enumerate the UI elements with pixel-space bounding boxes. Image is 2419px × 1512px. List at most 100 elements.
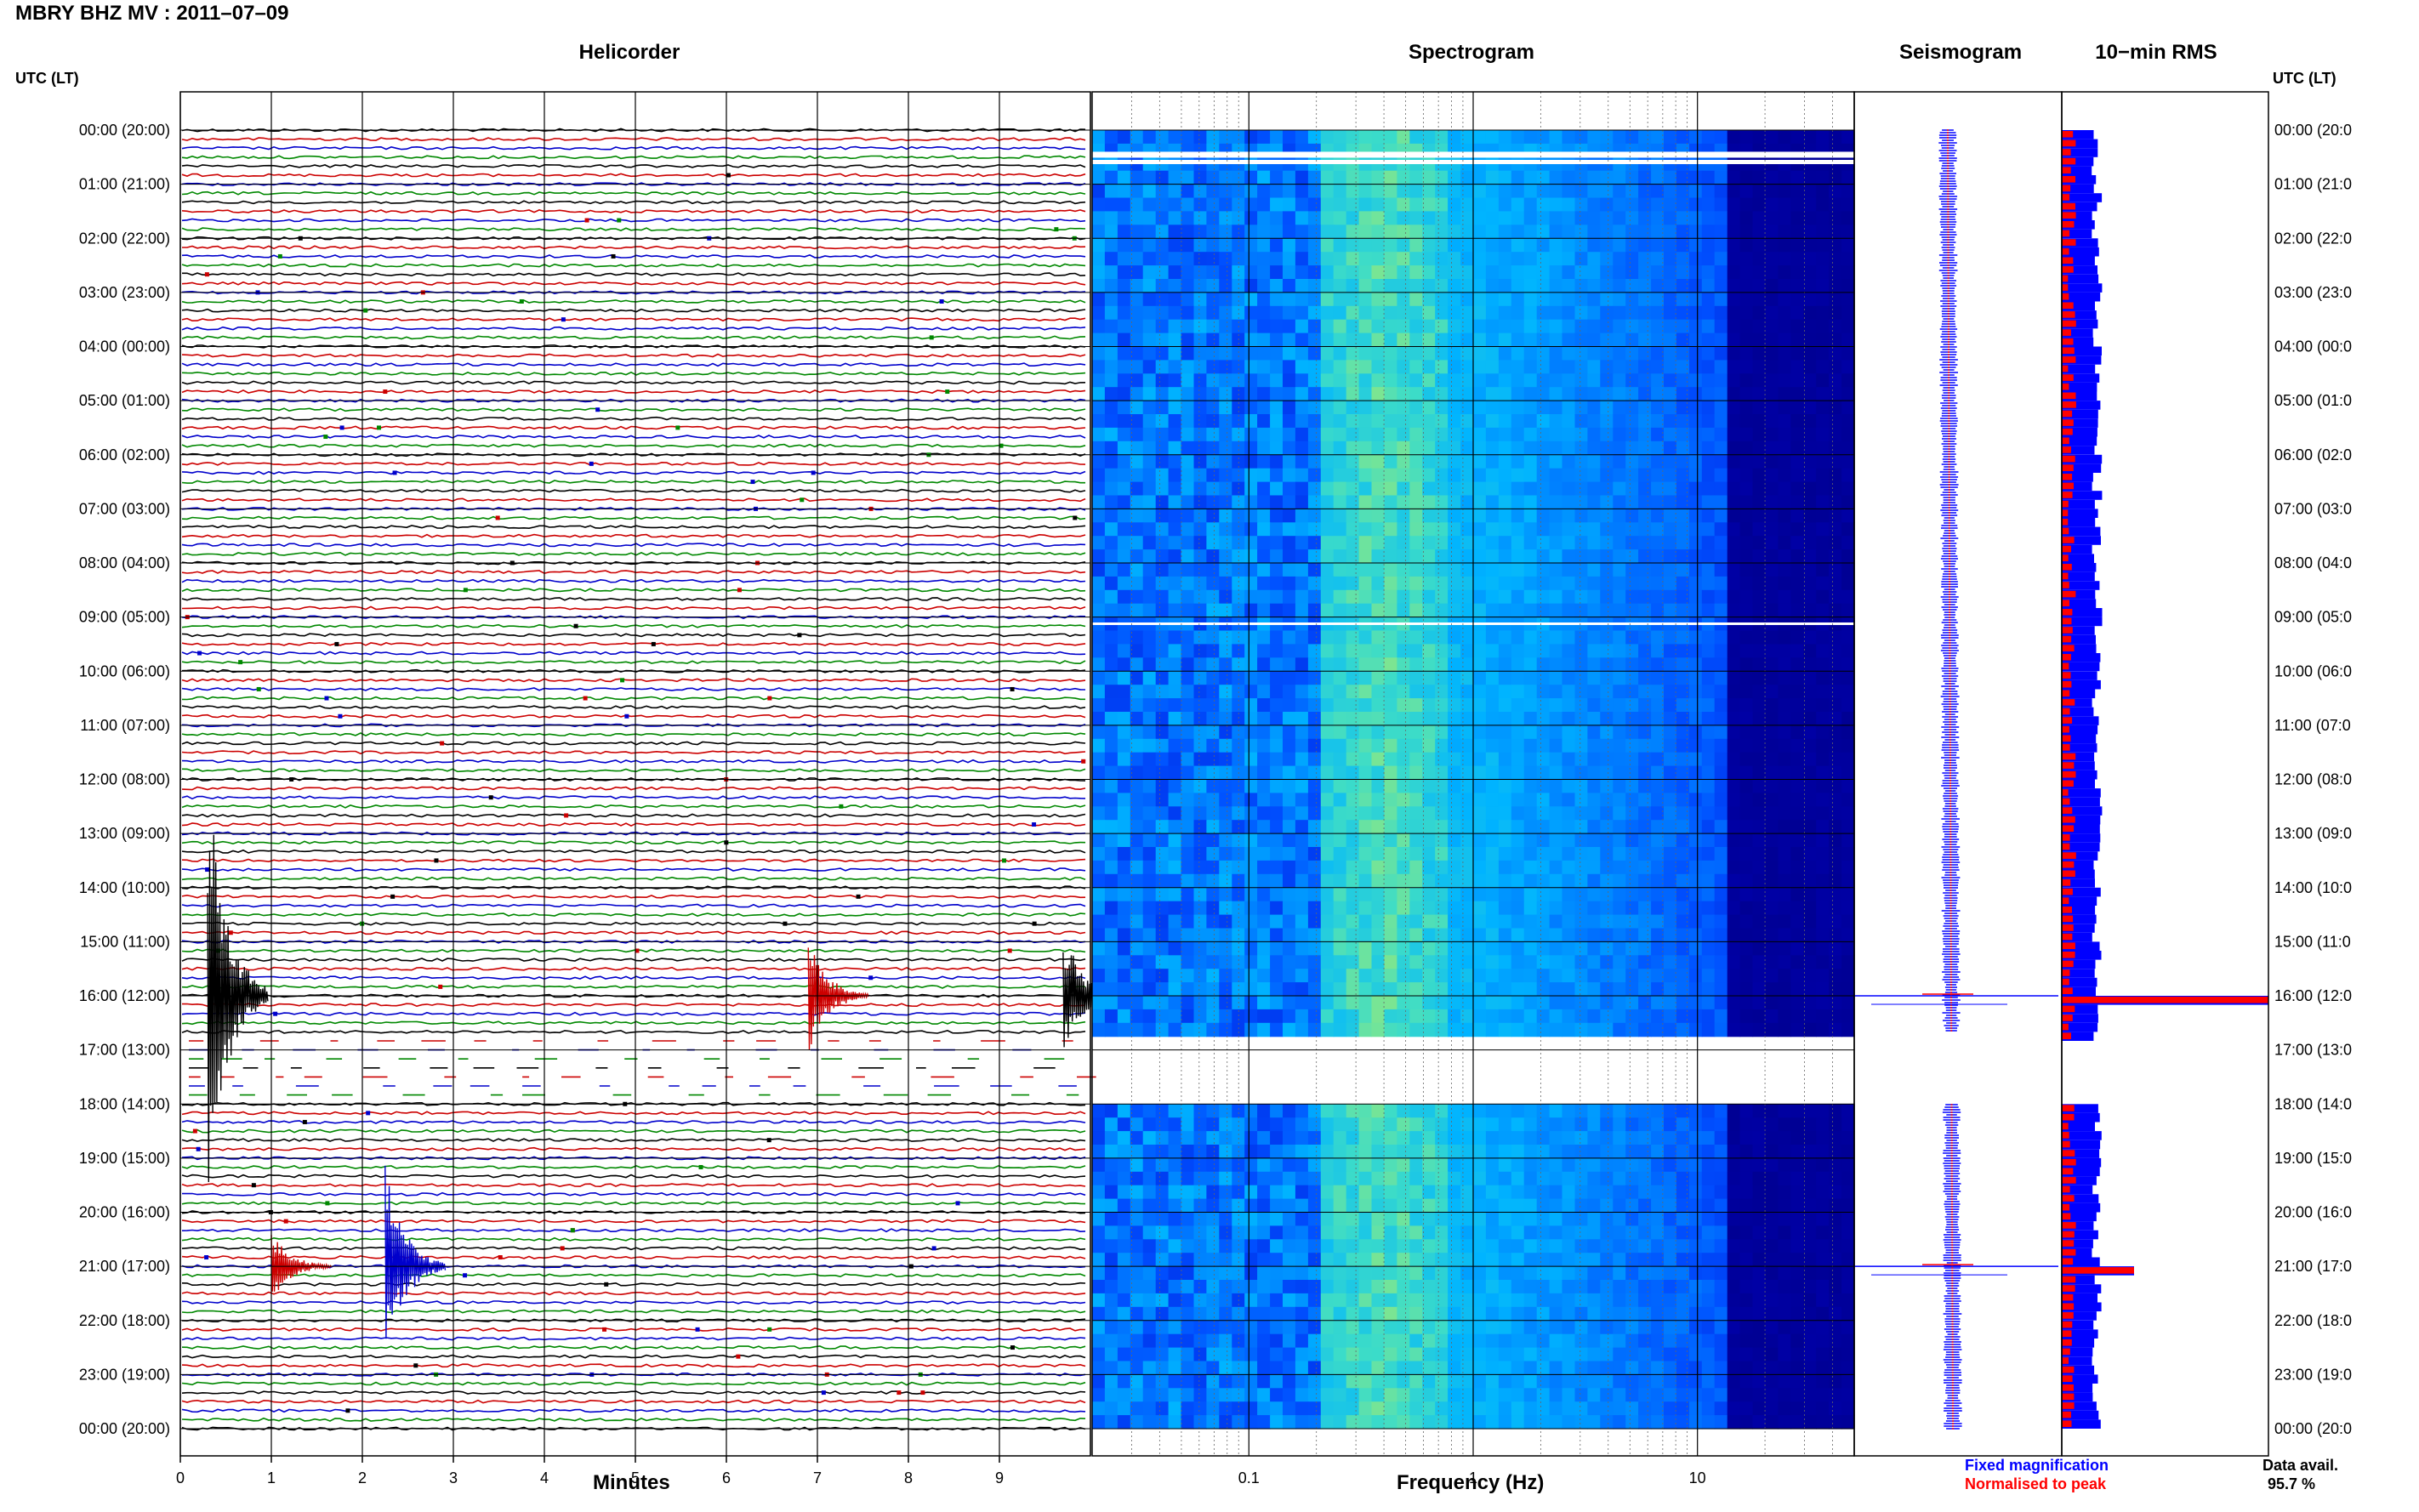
spectrogram-cell <box>1473 305 1487 321</box>
spectrogram-cell <box>1714 495 1728 509</box>
spectrogram-cell <box>1142 427 1157 442</box>
spectrogram-cell <box>1244 225 1258 239</box>
spectrogram-cell <box>1397 454 1410 469</box>
spectrogram-cell <box>1727 549 1741 564</box>
spectrogram-cell <box>1460 576 1474 591</box>
spectrogram-cell <box>1778 279 1791 293</box>
spectrogram-cell <box>1117 752 1131 767</box>
spectrogram-cell <box>1778 211 1791 225</box>
spectrogram-cell <box>1574 427 1588 442</box>
spectrogram-cell <box>1168 279 1182 293</box>
spectrogram-cell <box>1600 738 1614 753</box>
spectrogram-cell <box>1307 806 1322 821</box>
spectrogram-cell <box>1460 603 1474 618</box>
spectrogram-cell <box>1244 779 1258 793</box>
spectrogram-cell <box>1283 265 1296 280</box>
spectrogram-cell <box>1473 1009 1487 1024</box>
spectrogram-cell <box>1625 928 1639 942</box>
spectrogram-cell <box>1511 1225 1525 1240</box>
spectrogram-cell <box>1257 630 1271 645</box>
spectrogram-cell <box>1206 873 1220 889</box>
spectrogram-cell <box>1219 644 1232 658</box>
spectrogram-cell <box>1384 1009 1397 1024</box>
spectrogram-cell <box>1701 481 1716 497</box>
spectrogram-cell <box>1371 1145 1385 1159</box>
spectrogram-cell <box>1283 1198 1296 1214</box>
spectrogram-cell <box>1181 996 1194 1010</box>
spectrogram-cell <box>1092 644 1106 658</box>
spectrogram-cell <box>1307 820 1322 834</box>
spectrogram-cell <box>1219 1104 1232 1118</box>
spectrogram-cell <box>1155 901 1170 916</box>
spectrogram-cell <box>1841 1131 1855 1145</box>
spectrogram-cell <box>1460 1171 1474 1186</box>
spectrogram-cell <box>1193 941 1207 956</box>
spectrogram-cell <box>1600 901 1614 916</box>
spectrogram-cell <box>1752 1225 1766 1240</box>
spectrogram-cell <box>1613 1117 1626 1132</box>
helicorder-trace <box>181 876 1086 881</box>
spectrogram-cell <box>1232 1239 1245 1253</box>
spectrogram-cell <box>1498 1104 1512 1118</box>
spectrogram-cell <box>1600 414 1614 429</box>
spectrogram-cell <box>1358 170 1373 185</box>
spectrogram-cell <box>1613 441 1626 456</box>
spectrogram-cell <box>1676 996 1690 1010</box>
spectrogram-cell <box>1384 197 1397 212</box>
spectrogram-cell <box>1778 806 1791 821</box>
spectrogram-cell <box>1739 589 1754 605</box>
spectrogram-cell <box>1219 170 1232 185</box>
spectrogram-cell <box>1409 860 1423 875</box>
spectrogram-cell <box>1397 252 1410 266</box>
spectrogram-cell <box>1625 170 1639 185</box>
spectrogram-cell <box>1117 414 1131 429</box>
spectrogram-cell <box>1346 1198 1360 1214</box>
spectrogram-cell <box>1409 1253 1423 1267</box>
spectrogram-cell <box>1371 170 1385 185</box>
spectrogram-cell <box>1638 319 1652 334</box>
spectrogram-cell <box>1562 360 1575 374</box>
spectrogram-cell <box>1117 387 1131 401</box>
spectrogram-cell <box>1193 765 1207 781</box>
spectrogram-cell <box>1587 130 1601 145</box>
spectrogram-cell <box>1104 833 1118 848</box>
spectrogram-cell <box>1651 1117 1665 1132</box>
spectrogram-cell <box>1448 1171 1461 1186</box>
spectrogram-cell <box>1142 982 1157 997</box>
spectrogram-cell <box>1206 630 1220 645</box>
spectrogram-cell <box>1448 820 1461 834</box>
spectrogram-cell <box>1257 279 1271 293</box>
helicorder-blip <box>767 1327 772 1332</box>
spectrogram-cell <box>1130 901 1144 916</box>
spectrogram-cell <box>1320 387 1335 401</box>
spectrogram-cell <box>1841 712 1855 726</box>
spectrogram-cell <box>1625 346 1639 361</box>
spectrogram-cell <box>1435 1198 1449 1214</box>
spectrogram-cell <box>1346 603 1360 618</box>
spectrogram-cell <box>1397 522 1410 537</box>
spectrogram-cell <box>1829 1157 1842 1173</box>
spectrogram-cell <box>1117 982 1131 997</box>
spectrogram-cell <box>1536 454 1551 469</box>
spectrogram-cell <box>1104 427 1118 442</box>
spectrogram-cell <box>1816 806 1830 821</box>
spectrogram-cell <box>1676 495 1690 509</box>
spectrogram-cell <box>1181 387 1194 401</box>
spectrogram-cell <box>1816 454 1830 469</box>
spectrogram-cell <box>1397 238 1410 253</box>
spectrogram-cell <box>1752 156 1766 172</box>
spectrogram-cell <box>1625 211 1639 225</box>
spectrogram-cell <box>1778 441 1791 456</box>
spectrogram-cell <box>1498 427 1512 442</box>
spectrogram-cell <box>1130 860 1144 875</box>
spectrogram-cell <box>1283 1157 1296 1173</box>
spectrogram-cell <box>1155 495 1170 509</box>
spectrogram-cell <box>1841 279 1855 293</box>
spectrogram-cell <box>1562 373 1575 388</box>
spectrogram-cell <box>1613 1198 1626 1214</box>
spectrogram-cell <box>1841 238 1855 253</box>
spectrogram-cell <box>1816 414 1830 429</box>
spectrogram-cell <box>1739 996 1754 1010</box>
spectrogram-cell <box>1574 225 1588 239</box>
helicorder-trace <box>181 930 1086 935</box>
